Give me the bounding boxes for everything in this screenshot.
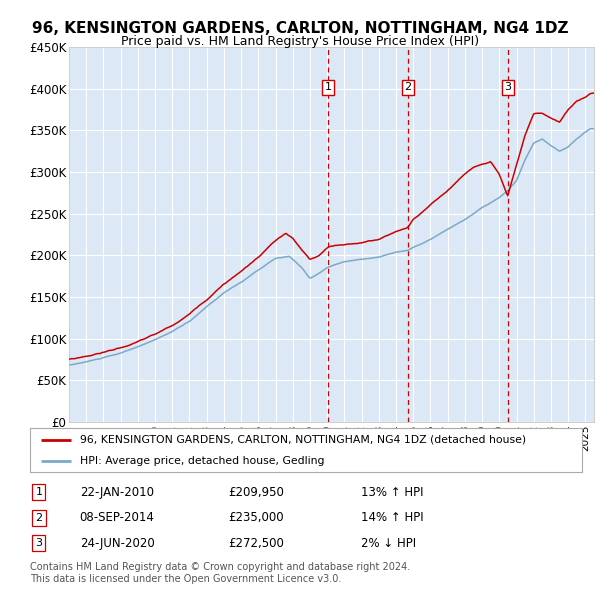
Text: 1: 1 <box>325 82 332 92</box>
Text: Price paid vs. HM Land Registry's House Price Index (HPI): Price paid vs. HM Land Registry's House … <box>121 35 479 48</box>
Text: £209,950: £209,950 <box>229 486 284 499</box>
Text: 1: 1 <box>35 487 43 497</box>
Text: 22-JAN-2010: 22-JAN-2010 <box>80 486 154 499</box>
Text: 3: 3 <box>504 82 511 92</box>
Text: 08-SEP-2014: 08-SEP-2014 <box>80 511 155 525</box>
Text: 13% ↑ HPI: 13% ↑ HPI <box>361 486 424 499</box>
Text: 2: 2 <box>404 82 412 92</box>
Text: £272,500: £272,500 <box>229 537 284 550</box>
Text: 3: 3 <box>35 538 43 548</box>
Text: 2: 2 <box>35 513 43 523</box>
Text: 14% ↑ HPI: 14% ↑ HPI <box>361 511 424 525</box>
Text: Contains HM Land Registry data © Crown copyright and database right 2024.
This d: Contains HM Land Registry data © Crown c… <box>30 562 410 584</box>
Text: £235,000: £235,000 <box>229 511 284 525</box>
Text: 96, KENSINGTON GARDENS, CARLTON, NOTTINGHAM, NG4 1DZ: 96, KENSINGTON GARDENS, CARLTON, NOTTING… <box>32 21 568 35</box>
Text: 2% ↓ HPI: 2% ↓ HPI <box>361 537 416 550</box>
Text: 24-JUN-2020: 24-JUN-2020 <box>80 537 154 550</box>
Text: 96, KENSINGTON GARDENS, CARLTON, NOTTINGHAM, NG4 1DZ (detached house): 96, KENSINGTON GARDENS, CARLTON, NOTTING… <box>80 435 526 445</box>
Text: HPI: Average price, detached house, Gedling: HPI: Average price, detached house, Gedl… <box>80 456 324 466</box>
